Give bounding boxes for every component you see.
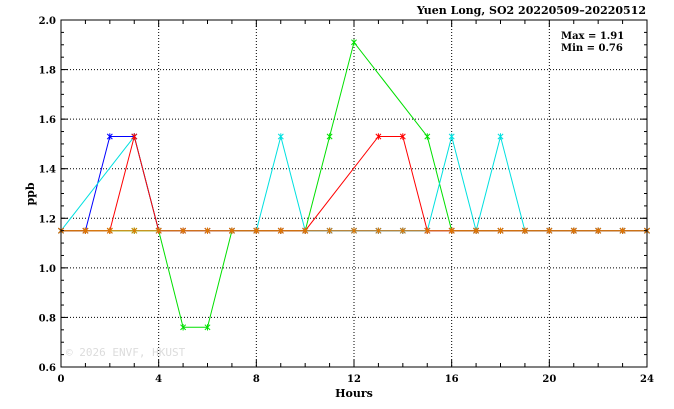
data-point xyxy=(180,324,187,331)
data-point xyxy=(375,227,382,234)
x-tick-label: 0 xyxy=(58,374,65,385)
data-point xyxy=(277,133,284,140)
y-tick-label: 1.8 xyxy=(39,66,56,77)
data-point xyxy=(595,227,602,234)
x-tick-label: 12 xyxy=(347,374,361,385)
x-tick-label: 24 xyxy=(640,374,654,385)
y-tick-label: 1.2 xyxy=(39,214,56,225)
grid xyxy=(61,20,647,367)
max-annotation: Max = 1.91 xyxy=(561,31,624,42)
data-point xyxy=(399,227,406,234)
x-tick-labels: 0 4 8 12 16 20 24 xyxy=(58,374,654,385)
data-point xyxy=(82,227,89,234)
series-line xyxy=(61,136,647,232)
y-tick-label: 1.0 xyxy=(39,264,56,275)
series-5 xyxy=(58,227,650,234)
series-layer xyxy=(58,39,650,331)
data-point xyxy=(473,227,480,234)
data-point xyxy=(277,227,284,234)
data-point xyxy=(106,133,113,140)
data-point xyxy=(546,227,553,234)
data-point xyxy=(497,227,504,234)
y-tick-label: 2.0 xyxy=(39,16,56,27)
data-point xyxy=(351,227,357,234)
data-point xyxy=(204,227,211,234)
min-annotation: Min = 0.76 xyxy=(561,43,623,54)
x-axis-label: Hours xyxy=(335,387,373,400)
data-point xyxy=(497,133,504,140)
data-point xyxy=(521,227,528,234)
y-tick-label: 0.6 xyxy=(39,363,56,374)
x-tick-label: 8 xyxy=(253,374,260,385)
data-point xyxy=(448,133,455,140)
x-tick-label: 20 xyxy=(542,374,556,385)
data-point xyxy=(424,133,431,140)
data-point xyxy=(180,227,187,234)
y-tick-label: 1.4 xyxy=(39,165,56,176)
data-point xyxy=(228,227,235,234)
data-point xyxy=(570,227,577,234)
watermark: © 2026 ENVF, HKUST xyxy=(66,346,186,359)
data-point xyxy=(448,227,455,234)
data-point xyxy=(253,227,260,234)
data-point xyxy=(424,227,431,234)
data-point xyxy=(204,324,211,331)
x-tick-label: 4 xyxy=(155,374,162,385)
x-tick-label: 16 xyxy=(445,374,459,385)
data-point xyxy=(302,227,309,234)
data-point xyxy=(375,133,382,140)
y-tick-label: 0.8 xyxy=(39,313,56,324)
series-line xyxy=(61,134,647,232)
data-point xyxy=(351,39,357,46)
chart-title: Yuen Long, SO2 20220509–20220512 xyxy=(416,4,646,17)
data-point xyxy=(155,227,162,234)
data-point xyxy=(131,133,138,140)
data-point xyxy=(131,227,138,234)
axis-ticks xyxy=(60,19,648,368)
y-tick-labels: 0.6 0.8 1.0 1.2 1.4 1.6 1.8 2.0 xyxy=(39,16,56,374)
data-point xyxy=(399,133,406,140)
y-tick-label: 1.6 xyxy=(39,115,56,126)
series-line xyxy=(60,134,647,233)
data-point xyxy=(106,227,113,234)
y-axis-label: ppb xyxy=(24,182,37,205)
data-point xyxy=(326,227,333,234)
data-point xyxy=(326,133,333,140)
data-point xyxy=(619,227,626,234)
